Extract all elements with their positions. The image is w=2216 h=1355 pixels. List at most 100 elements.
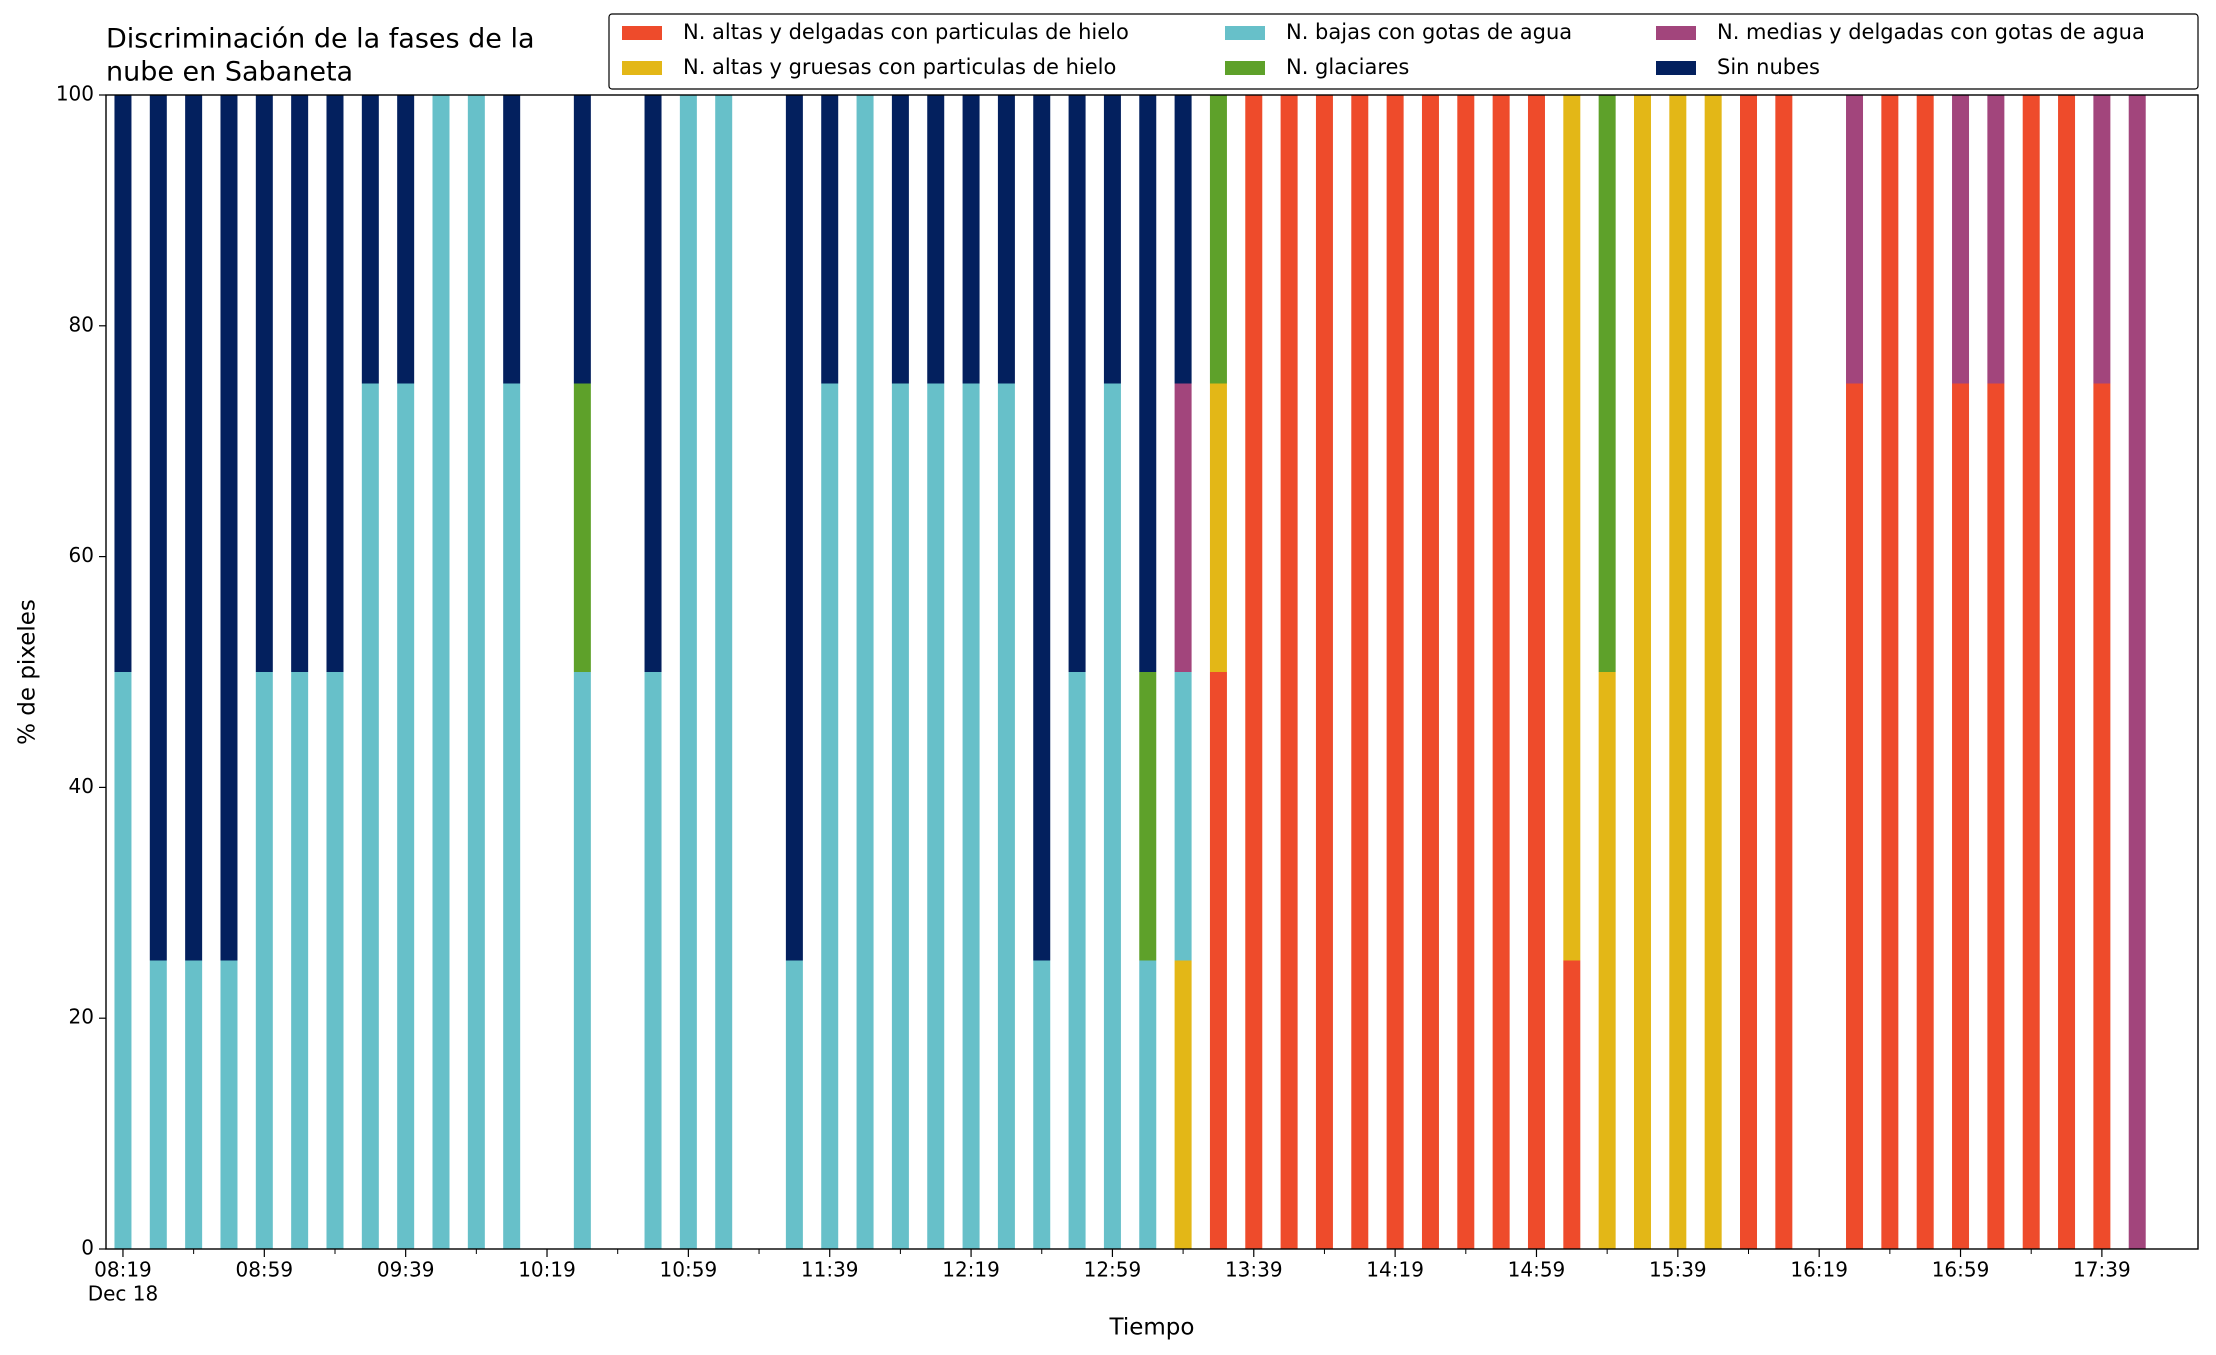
chart-title: Discriminación de la fases de la: [106, 24, 535, 55]
bar-segment: [785, 960, 803, 1249]
bar-segment: [1209, 672, 1227, 1249]
bar-segment: [432, 95, 450, 1249]
x-tick-label: 16:59: [1932, 1258, 1990, 1282]
bar-segment: [1315, 95, 1333, 1249]
bar-segment: [1987, 383, 2005, 1249]
bar-segment: [927, 95, 945, 384]
bar-segment: [1174, 95, 1192, 384]
bar-segment: [1421, 95, 1439, 1249]
plot-frame: [105, 94, 2199, 1250]
bar-segment: [149, 960, 167, 1249]
bar-segment: [856, 95, 874, 1249]
bar-segment: [821, 383, 839, 1249]
bar-segment: [2128, 95, 2146, 1249]
bar-segment: [503, 95, 521, 384]
legend-swatch: [1225, 61, 1265, 75]
x-axis-label: Tiempo: [1109, 1315, 1195, 1341]
bar-segment: [1563, 95, 1581, 961]
bar-segment: [503, 383, 521, 1249]
x-tick-label: 16:19: [1790, 1258, 1848, 1282]
x-tick-label: 09:39: [377, 1258, 435, 1282]
bar-segment: [1068, 95, 1086, 672]
y-tick-label: 40: [69, 774, 94, 798]
bar-segment: [644, 672, 662, 1249]
bar-segment: [1174, 672, 1192, 961]
bar-segment: [891, 383, 909, 1249]
bar-segment: [1492, 95, 1510, 1249]
bar-segment: [1386, 95, 1404, 1249]
bar-segment: [326, 672, 344, 1249]
bar-segment: [1457, 95, 1475, 1249]
bar-segment: [220, 960, 238, 1249]
x-tick-label: 14:19: [1366, 1258, 1424, 1282]
bar-segment: [2022, 95, 2040, 1249]
y-tick-label: 80: [69, 312, 94, 336]
bar-segment: [467, 95, 485, 1249]
y-axis-label: % de pixeles: [15, 599, 41, 745]
bar-segment: [2093, 95, 2111, 384]
bar-segment: [1881, 95, 1899, 1249]
x-tick-label: 17:39: [2073, 1258, 2131, 1282]
bar-segment: [255, 672, 273, 1249]
bar-segment: [1068, 672, 1086, 1249]
y-tick-label: 20: [69, 1005, 94, 1029]
legend-swatch: [1656, 26, 1696, 40]
legend-swatch: [1225, 26, 1265, 40]
bar-segment: [2093, 383, 2111, 1249]
bar-segment: [1174, 383, 1192, 672]
bar-segment: [1598, 672, 1616, 1249]
bar-segment: [1103, 383, 1121, 1249]
y-tick-label: 100: [56, 82, 94, 106]
bar-segment: [715, 95, 733, 1249]
legend-swatch: [622, 61, 662, 75]
bar-segment: [149, 95, 167, 961]
bar-segment: [255, 95, 273, 672]
bar-segment: [397, 95, 415, 384]
bar-segment: [997, 383, 1015, 1249]
bar-segment: [1952, 95, 1970, 384]
bar-segment: [1846, 95, 1864, 384]
legend-swatch: [1656, 61, 1696, 75]
legend-label: N. altas y gruesas con particulas de hie…: [683, 55, 1116, 79]
x-tick-label: 14:59: [1508, 1258, 1566, 1282]
bar-segment: [962, 383, 980, 1249]
bar-segment: [1775, 95, 1793, 1249]
bar-segment: [114, 95, 132, 672]
bar-segment: [785, 95, 803, 961]
legend-swatch: [622, 26, 662, 40]
x-tick-label: 11:39: [801, 1258, 859, 1282]
bar-segment: [185, 960, 203, 1249]
bar-segment: [821, 95, 839, 384]
bar-segment: [1916, 95, 1934, 1249]
bar-segment: [1351, 95, 1369, 1249]
x-tick-label: 08:59: [235, 1258, 293, 1282]
bar-segment: [326, 95, 344, 672]
bar-segment: [1704, 95, 1722, 1249]
bar-segment: [573, 95, 591, 384]
bar-segment: [291, 95, 309, 672]
bar-segment: [1633, 95, 1651, 1249]
bar-segment: [1209, 383, 1227, 672]
x-tick-label: 08:19: [94, 1258, 152, 1282]
legend-label: N. altas y delgadas con particulas de hi…: [683, 20, 1129, 44]
bar-segment: [644, 95, 662, 672]
y-tick-label: 0: [81, 1236, 94, 1260]
x-tick-label: 10:59: [660, 1258, 718, 1282]
bar-segment: [1280, 95, 1298, 1249]
chart-title: nube en Sabaneta: [106, 57, 353, 88]
bar-segment: [1846, 383, 1864, 1249]
bar-segment: [1952, 383, 1970, 1249]
bar-segment: [1209, 95, 1227, 384]
bar-segment: [185, 95, 203, 961]
x-tick-label: 15:39: [1649, 1258, 1707, 1282]
legend-label: N. glaciares: [1286, 55, 1409, 79]
legend-box: [608, 13, 2199, 90]
bar-segment: [997, 95, 1015, 384]
bar-segment: [1139, 960, 1157, 1249]
bar-segment: [1987, 95, 2005, 384]
bar-segment: [891, 95, 909, 384]
legend-label: Sin nubes: [1717, 55, 1820, 79]
bar-segment: [1740, 95, 1758, 1249]
bar-segment: [679, 95, 697, 1249]
